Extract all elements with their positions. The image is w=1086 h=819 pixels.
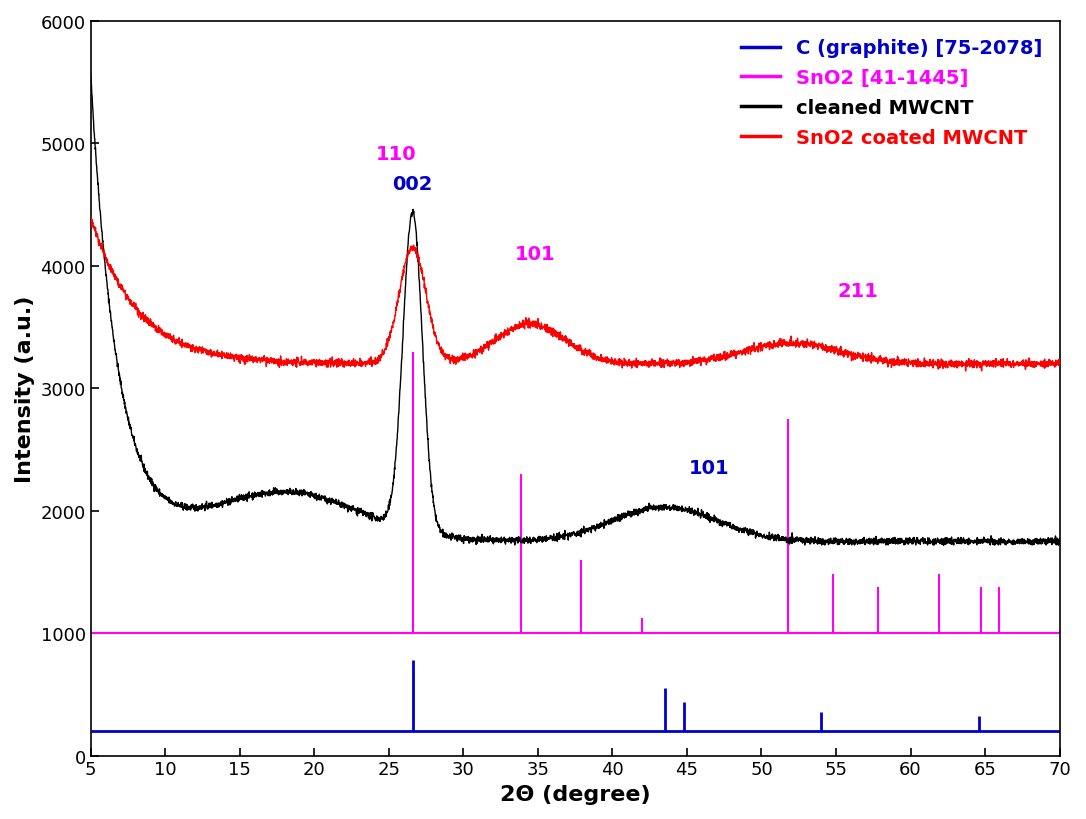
Text: 211: 211 — [838, 282, 879, 301]
Text: 110: 110 — [376, 145, 417, 164]
Text: 101: 101 — [689, 458, 730, 477]
Legend: C (graphite) [75-2078], SnO2 [41-1445], cleaned MWCNT, SnO2 coated MWCNT: C (graphite) [75-2078], SnO2 [41-1445], … — [733, 32, 1050, 155]
Y-axis label: Intensity (a.u.): Intensity (a.u.) — [15, 295, 35, 482]
Text: 002: 002 — [392, 174, 433, 193]
Text: 101: 101 — [515, 244, 555, 263]
X-axis label: 2Θ (degree): 2Θ (degree) — [500, 784, 651, 804]
